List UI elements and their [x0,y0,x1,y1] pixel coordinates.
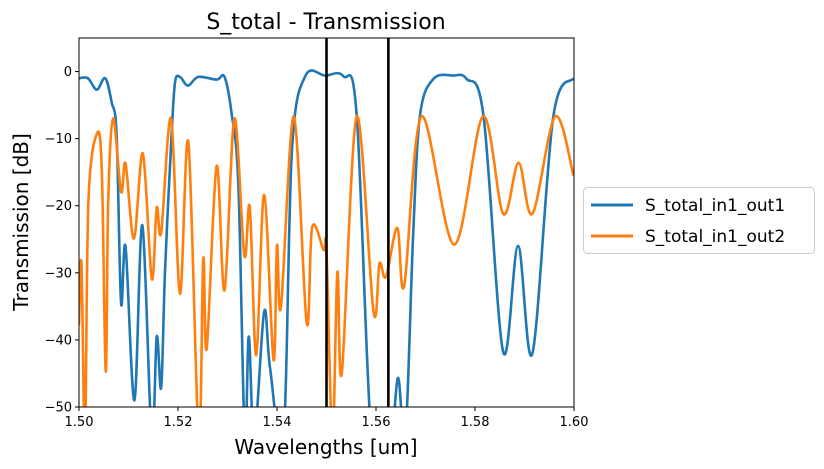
y-tick-label: 0 [64,65,72,80]
chart-title: S_total - Transmission [206,10,445,35]
legend-label-out1: S_total_in1_out1 [645,196,785,216]
x-axis-ticks: 1.50 1.52 1.54 1.56 1.58 1.60 [65,407,589,430]
y-axis-label: Transmission [dB] [9,133,33,312]
y-tick-label: −50 [45,401,72,416]
y-tick-label: −20 [45,199,72,214]
y-tick-label: −10 [45,132,72,147]
x-tick-label: 1.60 [560,415,589,430]
vline-layer [325,38,390,407]
x-tick-label: 1.50 [65,415,94,430]
x-axis-label: Wavelengths [um] [234,435,417,459]
legend-box [583,187,815,254]
x-tick-label: 1.54 [263,415,292,430]
legend: S_total_in1_out1 S_total_in1_out2 [583,187,815,254]
x-tick-label: 1.58 [461,415,490,430]
y-tick-label: −30 [45,266,72,281]
y-axis-ticks: 0 −10 −20 −30 −40 −50 [45,65,79,416]
series-line-1 [79,69,574,407]
legend-label-out2: S_total_in1_out2 [645,227,785,247]
x-tick-label: 1.52 [164,415,193,430]
plot-frame [78,37,575,408]
y-tick-label: −40 [45,333,72,348]
x-tick-label: 1.56 [362,415,391,430]
